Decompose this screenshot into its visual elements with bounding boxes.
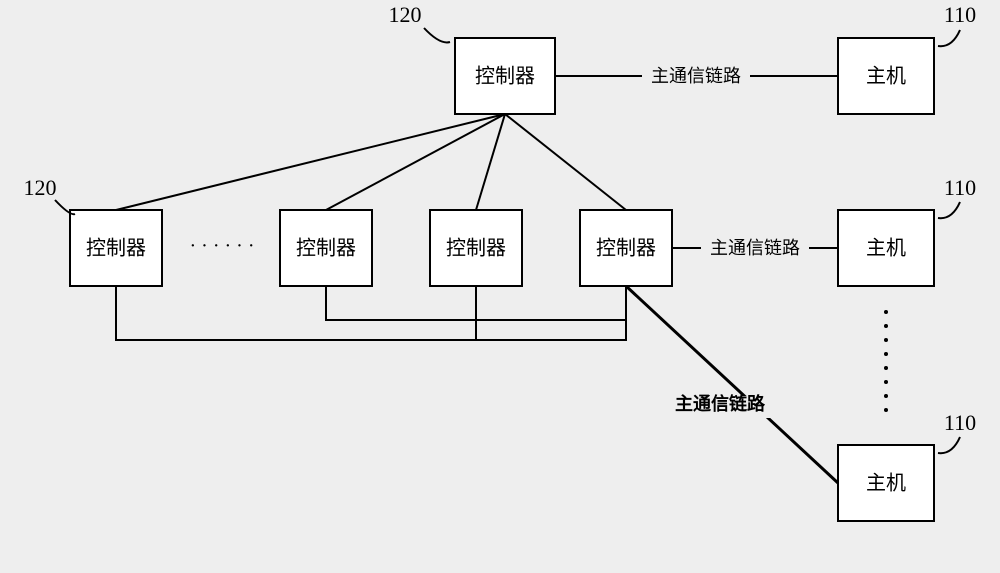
- node-label-host_bot: 主机: [866, 472, 906, 495]
- callout-leader: [938, 202, 960, 218]
- node-label-host_top: 主机: [866, 65, 906, 88]
- edge: [626, 286, 838, 483]
- callout-label: 120: [389, 2, 422, 27]
- ellipsis-dot: [884, 352, 888, 356]
- node-label-ctrl_top: 控制器: [475, 65, 535, 88]
- edge-label: 主通信链路: [710, 238, 800, 258]
- callout-leader: [424, 28, 450, 42]
- edge: [326, 114, 505, 210]
- ellipsis-dot: [884, 408, 888, 412]
- diagram-canvas: 主通信链路主通信链路主通信链路控制器主机控制器控制器控制器控制器主机主机· · …: [0, 0, 1000, 573]
- edge: [116, 114, 505, 210]
- node-label-ctrl_l3: 控制器: [446, 237, 506, 260]
- ellipsis-dot: [884, 310, 888, 314]
- callout-label: 110: [944, 410, 976, 435]
- node-label-ctrl_l4: 控制器: [596, 237, 656, 260]
- ellipsis-dot: [884, 394, 888, 398]
- ellipsis-dot: [884, 380, 888, 384]
- node-label-ctrl_l1: 控制器: [86, 237, 146, 260]
- node-label-host_mid: 主机: [866, 237, 906, 260]
- callout-label: 110: [944, 2, 976, 27]
- edge: [476, 114, 505, 210]
- callout-label: 120: [24, 175, 57, 200]
- callout-leader: [938, 30, 960, 46]
- ellipsis-dot: [884, 338, 888, 342]
- edge-label: 主通信链路: [651, 66, 741, 86]
- ellipsis-controllers: · · · · · ·: [190, 235, 255, 257]
- ellipsis-dot: [884, 324, 888, 328]
- callout-leader: [938, 437, 960, 453]
- ellipsis-dot: [884, 366, 888, 370]
- edge: [505, 114, 626, 210]
- edge: [116, 286, 626, 340]
- callout-label: 110: [944, 175, 976, 200]
- edge-label: 主通信链路: [675, 393, 766, 414]
- node-label-ctrl_l2: 控制器: [296, 237, 356, 260]
